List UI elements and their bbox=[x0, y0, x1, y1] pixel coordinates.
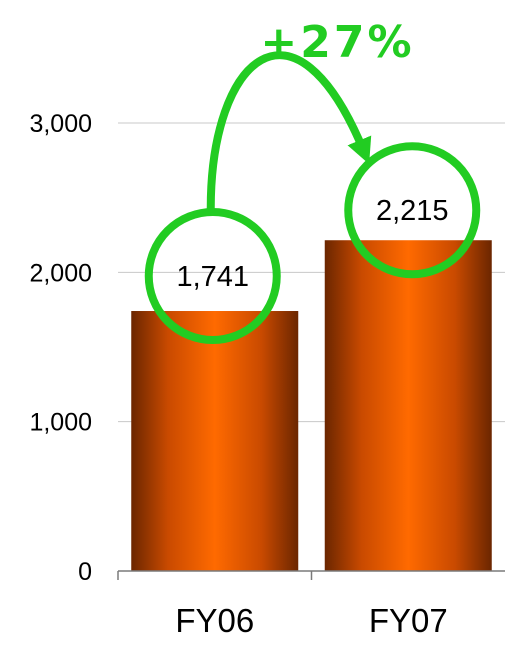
bar-fy06 bbox=[131, 311, 299, 571]
bars bbox=[131, 240, 492, 571]
growth-percent-label: +27% bbox=[260, 17, 414, 68]
y-tick-label: 1,000 bbox=[29, 409, 92, 437]
axes bbox=[117, 570, 505, 580]
bar-value-label: 2,215 bbox=[376, 195, 449, 227]
bar-value-label: 1,741 bbox=[176, 261, 249, 293]
bar-fy07 bbox=[324, 240, 492, 571]
y-tick-labels: 0 1,000 2,000 3,000 bbox=[29, 110, 92, 586]
y-tick-label: 0 bbox=[78, 558, 92, 586]
x-tick-label: FY07 bbox=[369, 602, 448, 639]
y-tick-label: 2,000 bbox=[29, 259, 92, 287]
growth-annotation: 1,741 2,215 +27% bbox=[144, 17, 481, 345]
value-highlight-circle bbox=[144, 208, 281, 345]
x-tick-label: FY06 bbox=[175, 602, 254, 639]
growth-arrow bbox=[206, 51, 372, 213]
value-highlight-circle bbox=[344, 142, 481, 279]
x-tick-labels: FY06 FY07 bbox=[175, 602, 447, 639]
y-tick-label: 3,000 bbox=[29, 110, 92, 138]
